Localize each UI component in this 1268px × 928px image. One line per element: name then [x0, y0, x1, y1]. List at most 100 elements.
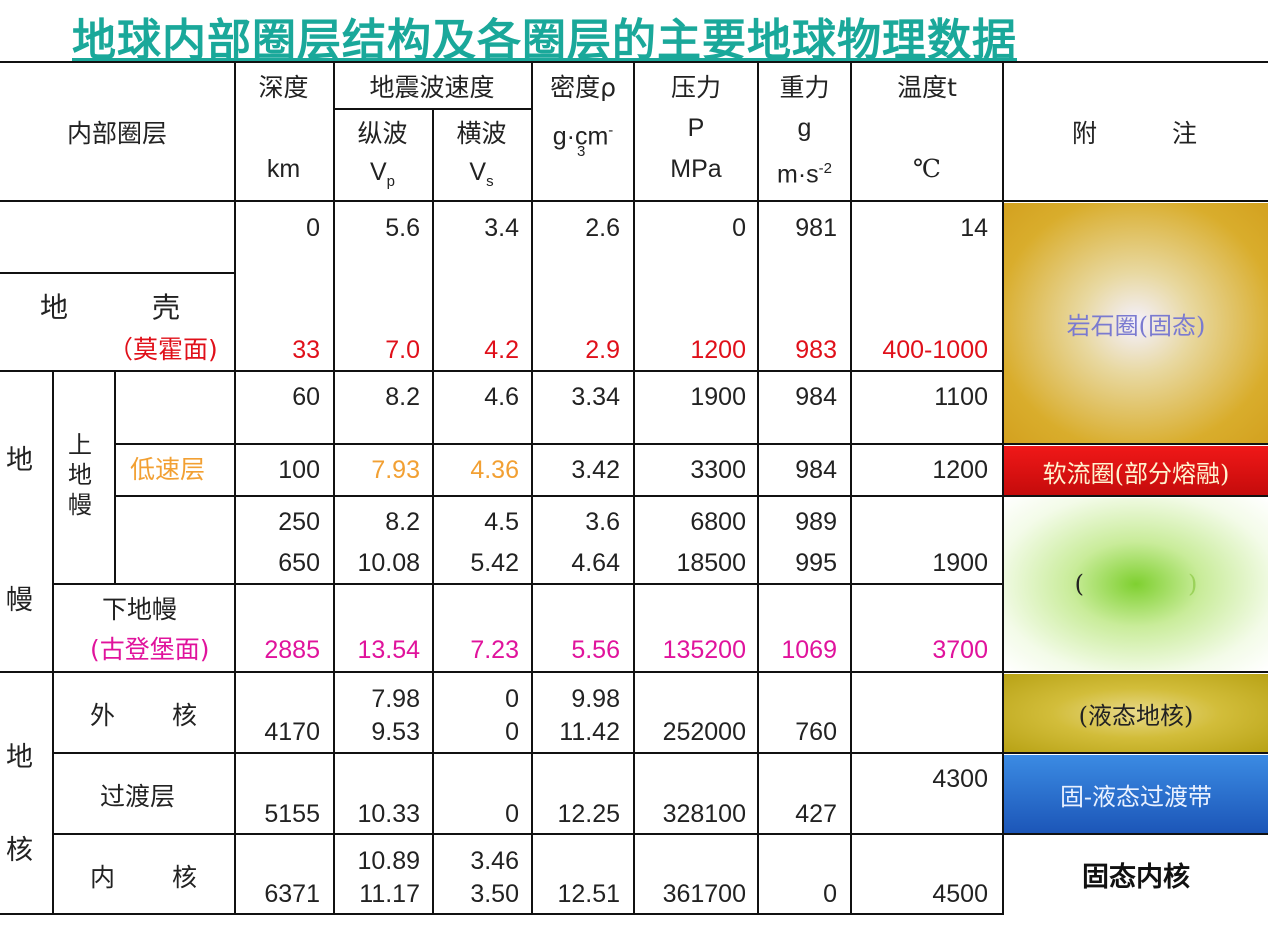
header-seismic: 地震波速度: [369, 73, 495, 102]
label-low-velocity: 低速层: [130, 455, 206, 484]
cell-outer_a-1: 7.98: [371, 685, 420, 713]
cell-gut-2: 7.23: [470, 636, 519, 664]
note-lithosphere: 岩石圈(固态): [1066, 311, 1206, 340]
cell-r1-2: 3.4: [484, 214, 519, 242]
cell-r6-5: 995: [795, 549, 837, 577]
cell-inner_b-5: 0: [823, 880, 837, 908]
cell-trans-4: 328100: [662, 800, 746, 828]
label-inner-core2: 核: [172, 863, 198, 892]
asthenosphere-block: [1004, 446, 1268, 496]
note-solid-core: 固态内核: [1082, 862, 1190, 893]
cell-r6-1: 10.08: [357, 549, 420, 577]
cell-outer_b-3: 11.42: [559, 718, 620, 746]
header-depth: 深度: [258, 73, 309, 102]
cell-r6-3: 4.64: [571, 549, 620, 577]
header-note: 附: [1072, 119, 1098, 148]
label-upper-mantle: 上地幔: [68, 431, 92, 519]
cell-moho-4: 1200: [690, 336, 746, 364]
label-crust2: 壳: [152, 291, 181, 324]
cell-inner_b-0: 6371: [264, 880, 320, 908]
cell-inner_a-2: 3.46: [470, 847, 519, 875]
cell-r6-6: 1900: [932, 549, 988, 577]
cell-gut-6: 3700: [932, 636, 988, 664]
cell-moho-6: 400-1000: [882, 336, 988, 364]
header-layer: 内部圈层: [66, 119, 167, 148]
label-inner-core: 内: [90, 863, 116, 892]
header-vs-name: 横波: [456, 119, 507, 148]
cell-r3-2: 4.6: [484, 383, 519, 411]
cell-outer_a-2: 0: [505, 685, 519, 713]
header-note2: 注: [1172, 119, 1198, 148]
note-mesosphere: (): [1074, 570, 1198, 598]
cell-outer_b-0: 4170: [264, 718, 320, 746]
note-liquid-core: (液态地核): [1078, 701, 1194, 730]
cell-trans-0: 5155: [264, 800, 320, 828]
cell-r5-5: 989: [795, 508, 837, 536]
cell-r5-1: 8.2: [385, 508, 420, 536]
label-mantle2: 幔: [6, 585, 33, 616]
label-lower-mantle: 下地幔: [102, 595, 178, 624]
cell-moho-2: 4.2: [484, 336, 519, 364]
page-title: 地球内部圈层结构及各圈层的主要地球物理数据: [72, 15, 1017, 66]
cell-trans-3: 12.25: [557, 800, 620, 828]
cell-trans-2: 0: [505, 800, 519, 828]
cell-lvz-2: 4.36: [470, 456, 519, 484]
cell-inner_a-1: 10.89: [357, 847, 420, 875]
label-mantle1: 地: [6, 445, 33, 476]
cell-inner_b-3: 12.51: [557, 880, 620, 908]
header-pressure-unit: MPa: [670, 155, 722, 183]
header-temp-unit: ℃: [913, 154, 941, 183]
cell-trans_t-6: 4300: [932, 765, 988, 793]
header-gravity: 重力: [779, 73, 830, 102]
label-outer-core2: 核: [172, 701, 198, 730]
cell-inner_b-4: 361700: [662, 880, 746, 908]
cell-r5-4: 6800: [690, 508, 746, 536]
cell-r3-4: 1900: [690, 383, 746, 411]
cell-r5-3: 3.6: [585, 508, 620, 536]
cell-lvz-3: 3.42: [571, 456, 620, 484]
cell-outer_b-4: 252000: [662, 718, 746, 746]
cell-r3-3: 3.34: [571, 383, 620, 411]
cell-outer_b-5: 760: [795, 718, 837, 746]
cell-r3-5: 984: [795, 383, 837, 411]
cell-gut-4: 135200: [662, 636, 746, 664]
cell-moho-5: 983: [795, 336, 837, 364]
note-asthenosphere: 软流圈(部分熔融): [1042, 459, 1230, 488]
cell-gut-3: 5.56: [571, 636, 620, 664]
cell-r1-5: 981: [795, 214, 837, 242]
cell-r5-2: 4.5: [484, 508, 519, 536]
cell-r5-0: 250: [278, 508, 320, 536]
label-core2: 核: [6, 835, 33, 866]
cell-inner_b-2: 3.50: [470, 880, 519, 908]
cell-moho-1: 7.0: [385, 336, 420, 364]
cell-r6-0: 650: [278, 549, 320, 577]
header-pressure: 压力: [670, 73, 721, 102]
label-gutenberg: (古登堡面): [90, 635, 210, 664]
header-density: 密度ρ: [550, 73, 616, 102]
cell-moho-0: 33: [292, 336, 320, 364]
cell-outer_b-1: 9.53: [371, 718, 420, 746]
header-temp: 温度t: [897, 73, 957, 102]
cell-r3-0: 60: [292, 383, 320, 411]
cell-r3-6: 1100: [934, 383, 988, 411]
liquid-core-block: [1004, 674, 1268, 752]
header-vs: Vs: [469, 158, 494, 190]
label-moho: （莫霍面): [108, 335, 218, 364]
header-pressure-sym: P: [687, 114, 705, 142]
header-vp-name: 纵波: [357, 119, 408, 148]
cell-r1-4: 0: [732, 214, 746, 242]
cell-lvz-6: 1200: [932, 456, 988, 484]
header-depth-unit: km: [266, 155, 301, 183]
cell-lvz-1: 7.93: [371, 456, 420, 484]
cell-lvz-0: 100: [278, 456, 320, 484]
cell-r1-0: 0: [306, 214, 320, 242]
cell-lvz-4: 3300: [690, 456, 746, 484]
cell-gut-5: 1069: [781, 636, 837, 664]
header-gravity-unit: m·s-2: [777, 160, 832, 189]
cell-trans-5: 427: [795, 800, 837, 828]
cell-r1-6: 14: [960, 214, 988, 242]
cell-gut-1: 13.54: [357, 636, 420, 664]
cell-r6-4: 18500: [676, 549, 746, 577]
lithosphere-block: [1004, 203, 1268, 443]
cell-r6-2: 5.42: [470, 549, 519, 577]
